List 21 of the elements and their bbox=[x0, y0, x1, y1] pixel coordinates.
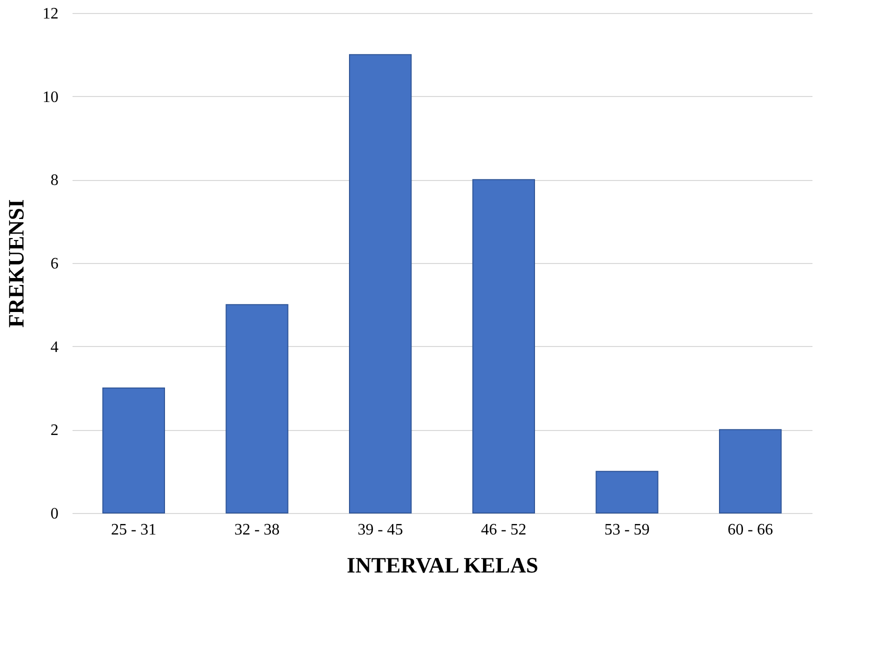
y-tick-label: 10 bbox=[42, 88, 58, 106]
x-tick-label: 25 - 31 bbox=[111, 522, 156, 538]
y-tick-label: 12 bbox=[42, 6, 58, 22]
y-tick-label: 8 bbox=[50, 172, 58, 190]
bar bbox=[596, 470, 658, 514]
bar bbox=[719, 429, 782, 514]
x-tick-label: 53 - 59 bbox=[604, 522, 650, 538]
bar bbox=[102, 388, 165, 514]
x-tick-label: 39 - 45 bbox=[358, 522, 403, 538]
x-axis-title: INTERVAL KELAS bbox=[346, 552, 538, 578]
y-tick-label: 0 bbox=[50, 506, 58, 522]
x-tick-label: 46 - 52 bbox=[481, 522, 526, 538]
y-axis-title: FREKUENSI bbox=[4, 199, 28, 328]
x-tick-label: 60 - 66 bbox=[728, 522, 773, 538]
y-tick-label: 4 bbox=[50, 338, 58, 356]
bar bbox=[472, 179, 535, 514]
y-tick-label: 2 bbox=[50, 422, 58, 440]
x-tick-label: 32 - 38 bbox=[234, 522, 280, 538]
y-tick-label: 6 bbox=[50, 256, 58, 272]
bar bbox=[226, 304, 288, 514]
bar bbox=[349, 54, 412, 514]
